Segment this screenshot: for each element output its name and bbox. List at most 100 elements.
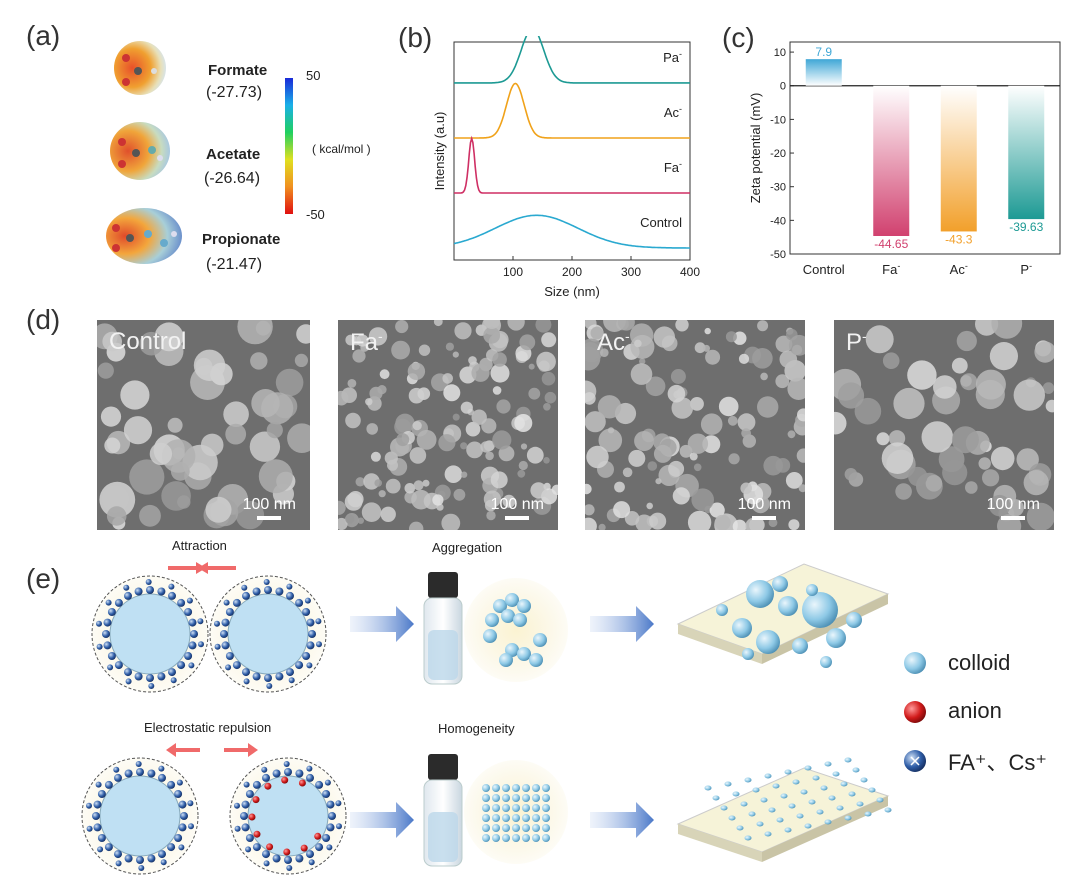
cation-particle xyxy=(167,780,176,789)
film-grain-uniform xyxy=(800,789,808,795)
sem-grain xyxy=(585,392,596,405)
anion-particle xyxy=(264,782,272,790)
sem-grain xyxy=(380,506,396,522)
aggregated-colloid xyxy=(513,613,527,627)
sem-grain xyxy=(745,517,762,530)
sem-grain xyxy=(672,487,690,505)
film-grain-uniform xyxy=(796,813,804,819)
colloid-schematic xyxy=(81,562,892,875)
sem-grain xyxy=(347,379,357,388)
film-grain-uniform xyxy=(844,815,852,821)
zeta-potential-chart: 10 0 -10 -20 -30 -40 -50 Zeta potential (mV) 7.9… xyxy=(748,41,1061,277)
cation-particle xyxy=(240,812,248,820)
vial-cap xyxy=(428,572,458,598)
dispersed-colloid xyxy=(542,794,550,802)
substrate-side xyxy=(762,796,888,862)
sem-grain xyxy=(412,421,422,431)
sem-grain xyxy=(123,416,153,445)
outer-cation xyxy=(243,781,250,788)
bar-ac-minus xyxy=(940,85,977,232)
sem-grain xyxy=(433,320,443,327)
sem-grain xyxy=(694,342,706,354)
sem-grain xyxy=(670,369,686,384)
cation-particle xyxy=(306,641,315,650)
value-label-2: -43.3 xyxy=(945,232,973,246)
colorbar-min: -50 xyxy=(306,207,325,222)
outer-cation xyxy=(225,664,232,671)
sem-grain xyxy=(492,386,502,395)
cation-particle xyxy=(232,661,241,670)
cation-particle xyxy=(188,641,197,650)
cation-particle xyxy=(188,618,197,627)
sem-grain xyxy=(432,494,444,506)
dispersed-colloid xyxy=(532,794,540,802)
sem-grain xyxy=(379,369,390,380)
cation-particle xyxy=(93,823,102,832)
sem-grain xyxy=(624,511,640,526)
sem-grain xyxy=(543,457,550,464)
film-grain-uniform xyxy=(780,793,788,799)
cation-particle xyxy=(103,618,112,627)
film-grain-uniform xyxy=(736,825,744,831)
sem-grain xyxy=(365,398,373,406)
aggregated-colloid xyxy=(517,647,531,661)
sem-grain xyxy=(865,325,894,354)
esp-molecule-maps xyxy=(106,41,182,264)
sem-texture-fa xyxy=(338,320,558,530)
film-grain-large xyxy=(716,604,728,616)
cation-particle xyxy=(158,773,166,782)
sem-grain xyxy=(645,376,666,397)
cation-particle xyxy=(93,800,102,809)
outer-cation xyxy=(286,865,293,871)
sem-grain xyxy=(951,426,979,454)
film-grain-large xyxy=(772,576,788,592)
film-grain-uniform xyxy=(760,797,768,803)
sem-grain xyxy=(453,488,466,501)
cation-particle xyxy=(124,854,133,863)
sem-grain xyxy=(287,423,310,453)
outer-cation xyxy=(188,823,194,830)
bar-p-minus xyxy=(1008,85,1045,220)
sem-grain xyxy=(466,441,483,459)
sem-grain xyxy=(876,432,890,446)
cation-particle xyxy=(315,843,324,852)
process-arrow-1 xyxy=(590,606,654,642)
cation-particle xyxy=(168,591,176,600)
sem-grain xyxy=(541,371,556,386)
film-grain-large xyxy=(778,596,798,616)
homogeneity-caption: Homogeneity xyxy=(438,721,515,736)
sem-grain xyxy=(351,336,361,346)
sem-grain xyxy=(485,451,494,461)
anion-particle xyxy=(252,796,260,804)
sem-grain xyxy=(788,334,805,356)
film-grain-uniform xyxy=(864,811,872,817)
film-grain-large xyxy=(820,656,832,668)
vial-bottom xyxy=(423,754,463,867)
dispersed-colloid xyxy=(522,784,530,792)
cation-sphere-icon xyxy=(904,750,926,772)
outer-cation xyxy=(107,664,114,671)
sem-grain xyxy=(675,320,689,332)
sem-grain xyxy=(687,433,709,454)
sem-grain xyxy=(460,471,468,478)
film-grain-uniform xyxy=(840,781,848,787)
sem-grain xyxy=(235,500,265,530)
sem-grain xyxy=(775,458,791,473)
sem-grain xyxy=(454,322,472,340)
dispersed-colloid xyxy=(532,804,540,812)
cation-particle xyxy=(178,800,187,809)
sem-grain xyxy=(441,513,461,530)
sem-grain xyxy=(703,344,710,352)
outer-cation xyxy=(245,846,252,853)
series-label-2: Fa- xyxy=(664,159,682,175)
legend-cation: FA⁺、Cs⁺ xyxy=(948,750,1048,775)
series-line-ac-minus xyxy=(454,82,690,139)
sem-grain xyxy=(370,451,381,462)
sem-grain xyxy=(526,446,544,464)
sem-grain xyxy=(834,411,847,435)
sem-grain xyxy=(989,342,1018,371)
dispersed-colloid xyxy=(502,824,510,832)
sem-grain xyxy=(438,434,456,452)
sem-grain xyxy=(452,413,460,421)
film-grain-uniform xyxy=(824,761,832,767)
